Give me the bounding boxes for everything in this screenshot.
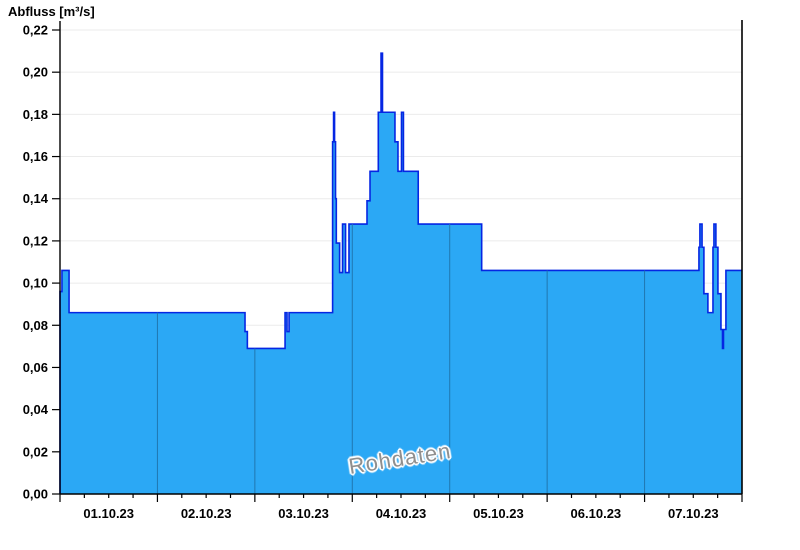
y-tick-label: 0,22 [23, 23, 48, 38]
y-tick-label: 0,00 [23, 487, 48, 502]
y-tick-label: 0,14 [23, 191, 49, 206]
y-tick-label: 0,16 [23, 149, 48, 164]
chart-title: Abfluss [m³/s] [8, 4, 95, 19]
y-tick-label: 0,10 [23, 276, 48, 291]
x-tick-labels: 01.10.23 02.10.23 03.10.23 04.10.23 05.10.23… [59, 494, 743, 521]
y-tick-label: 0,02 [23, 444, 48, 459]
y-tick-label: 0,12 [23, 233, 48, 248]
y-tick-labels: 0,00 0,02 0,04 0,06 0,08 0,10 0,12 0,14 0,16 0,18… [23, 23, 60, 502]
x-tick-label: 06.10.23 [571, 506, 622, 521]
x-tick-label: 01.10.23 [83, 506, 134, 521]
x-tick-label: 04.10.23 [376, 506, 427, 521]
y-tick-label: 0,06 [23, 360, 48, 375]
x-tick-label: 05.10.23 [473, 506, 524, 521]
y-tick-label: 0,20 [23, 65, 48, 80]
y-tick-label: 0,08 [23, 318, 48, 333]
area-series [59, 52, 742, 494]
y-tick-label: 0,04 [23, 402, 49, 417]
x-tick-label: 02.10.23 [181, 506, 232, 521]
x-tick-label: 07.10.23 [668, 506, 719, 521]
y-tick-label: 0,18 [23, 107, 48, 122]
x-tick-label: 03.10.23 [278, 506, 329, 521]
